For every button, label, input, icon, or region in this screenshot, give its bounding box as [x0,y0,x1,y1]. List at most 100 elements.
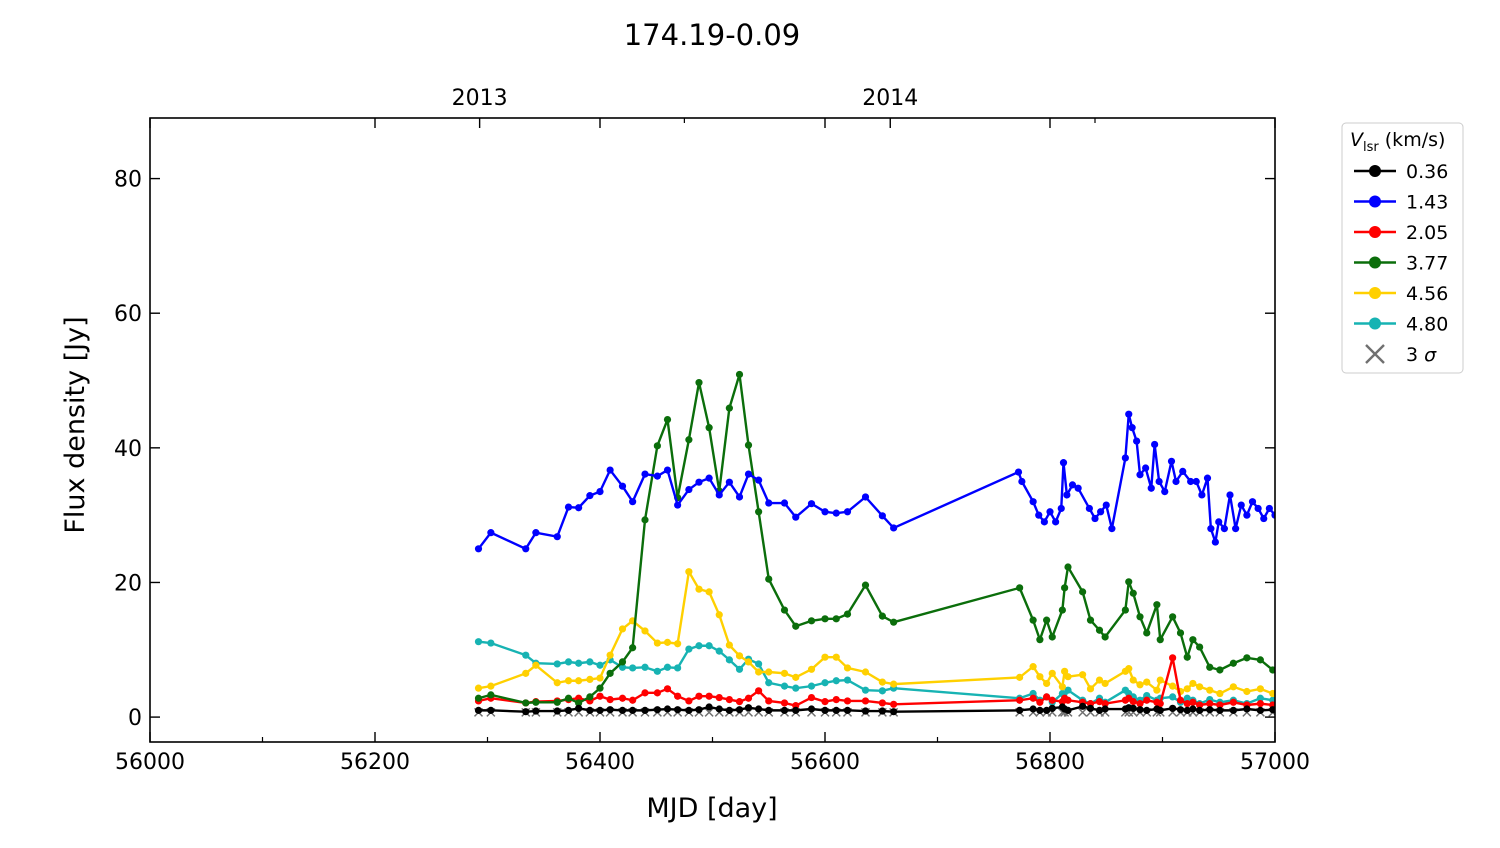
legend-marker [1369,165,1381,177]
series-2.05 [474,654,1275,710]
data-point [575,699,583,707]
data-point [596,487,604,496]
data-point [843,676,852,684]
y-tick-label: 80 [114,168,142,193]
data-point [1189,705,1197,713]
data-point [878,687,886,695]
x-tick-label: 56200 [340,750,410,775]
data-point [674,692,682,700]
data-point [522,545,530,553]
data-point [1196,683,1204,691]
data-point [532,529,540,537]
data-point [843,610,852,618]
data-point [780,499,789,507]
data-point [1183,694,1191,702]
data-point [755,687,763,695]
data-point [1121,454,1129,462]
data-point [1189,636,1197,644]
data-point [474,694,483,702]
data-point [474,706,483,714]
data-point [1064,706,1072,714]
data-point [1086,685,1095,693]
data-point [564,706,573,714]
data-point [695,642,703,650]
data-point [532,661,540,669]
top-year-label: 2014 [862,86,918,111]
series-line [478,374,1274,705]
data-point [705,424,713,432]
data-point [1136,613,1144,621]
data-point [618,482,627,490]
data-point [890,700,898,708]
series-0.36 [474,702,1275,716]
data-point [1068,481,1077,489]
data-point [861,493,870,501]
data-point [1121,606,1129,614]
x-axis-label: MJD [day] [646,793,777,824]
data-point [1192,477,1200,486]
data-point [1079,702,1087,710]
data-point [487,682,495,690]
data-point [744,658,753,666]
data-point [575,704,583,712]
data-point [653,472,661,480]
data-point [674,706,682,714]
data-point [1167,457,1176,465]
data-point [1143,696,1151,704]
data-point [653,639,661,647]
data-point [705,692,713,700]
data-point [1183,706,1191,714]
data-point [1014,468,1023,476]
data-point [1243,705,1251,713]
data-point [685,645,693,653]
data-point [1176,696,1185,704]
data-point [586,492,594,500]
data-point [1206,686,1214,694]
data-point [861,697,870,705]
data-point [575,504,583,512]
data-point [1189,698,1197,706]
legend-marker [1369,195,1381,208]
data-point [1187,477,1195,486]
data-point [474,638,483,646]
data-point [653,689,661,697]
data-point [532,707,540,715]
data-point [663,466,672,474]
data-point [641,689,649,697]
data-point [474,684,483,692]
data-point [765,679,773,687]
data-point [596,674,604,682]
data-point [1237,501,1245,509]
data-point [1216,689,1224,698]
data-point [1142,464,1150,472]
data-point [780,699,789,707]
data-point [1216,706,1224,714]
data-point [1243,511,1251,519]
data-point [1206,663,1214,671]
data-point [1133,437,1141,445]
legend-label: 3 σ [1406,344,1437,366]
data-point [1029,705,1037,713]
data-point [715,693,723,702]
data-point [1269,706,1275,714]
legend-marker [1369,317,1381,330]
data-point [606,706,614,714]
data-point [821,615,829,623]
data-point [487,691,495,699]
data-point [1211,538,1219,546]
data-point [1169,693,1177,701]
data-point [629,706,637,714]
data-point [1061,584,1069,592]
data-point [1074,484,1082,492]
legend-item: 3.77 [1354,253,1448,275]
legend-marker [1369,226,1381,238]
data-point [843,697,852,705]
data-point [1203,474,1212,482]
data-point [1129,704,1137,712]
data-point [765,706,773,714]
data-point [725,404,733,412]
data-point [674,664,682,672]
data-point [1064,686,1072,694]
data-point [1086,616,1095,624]
data-point [1207,525,1215,533]
